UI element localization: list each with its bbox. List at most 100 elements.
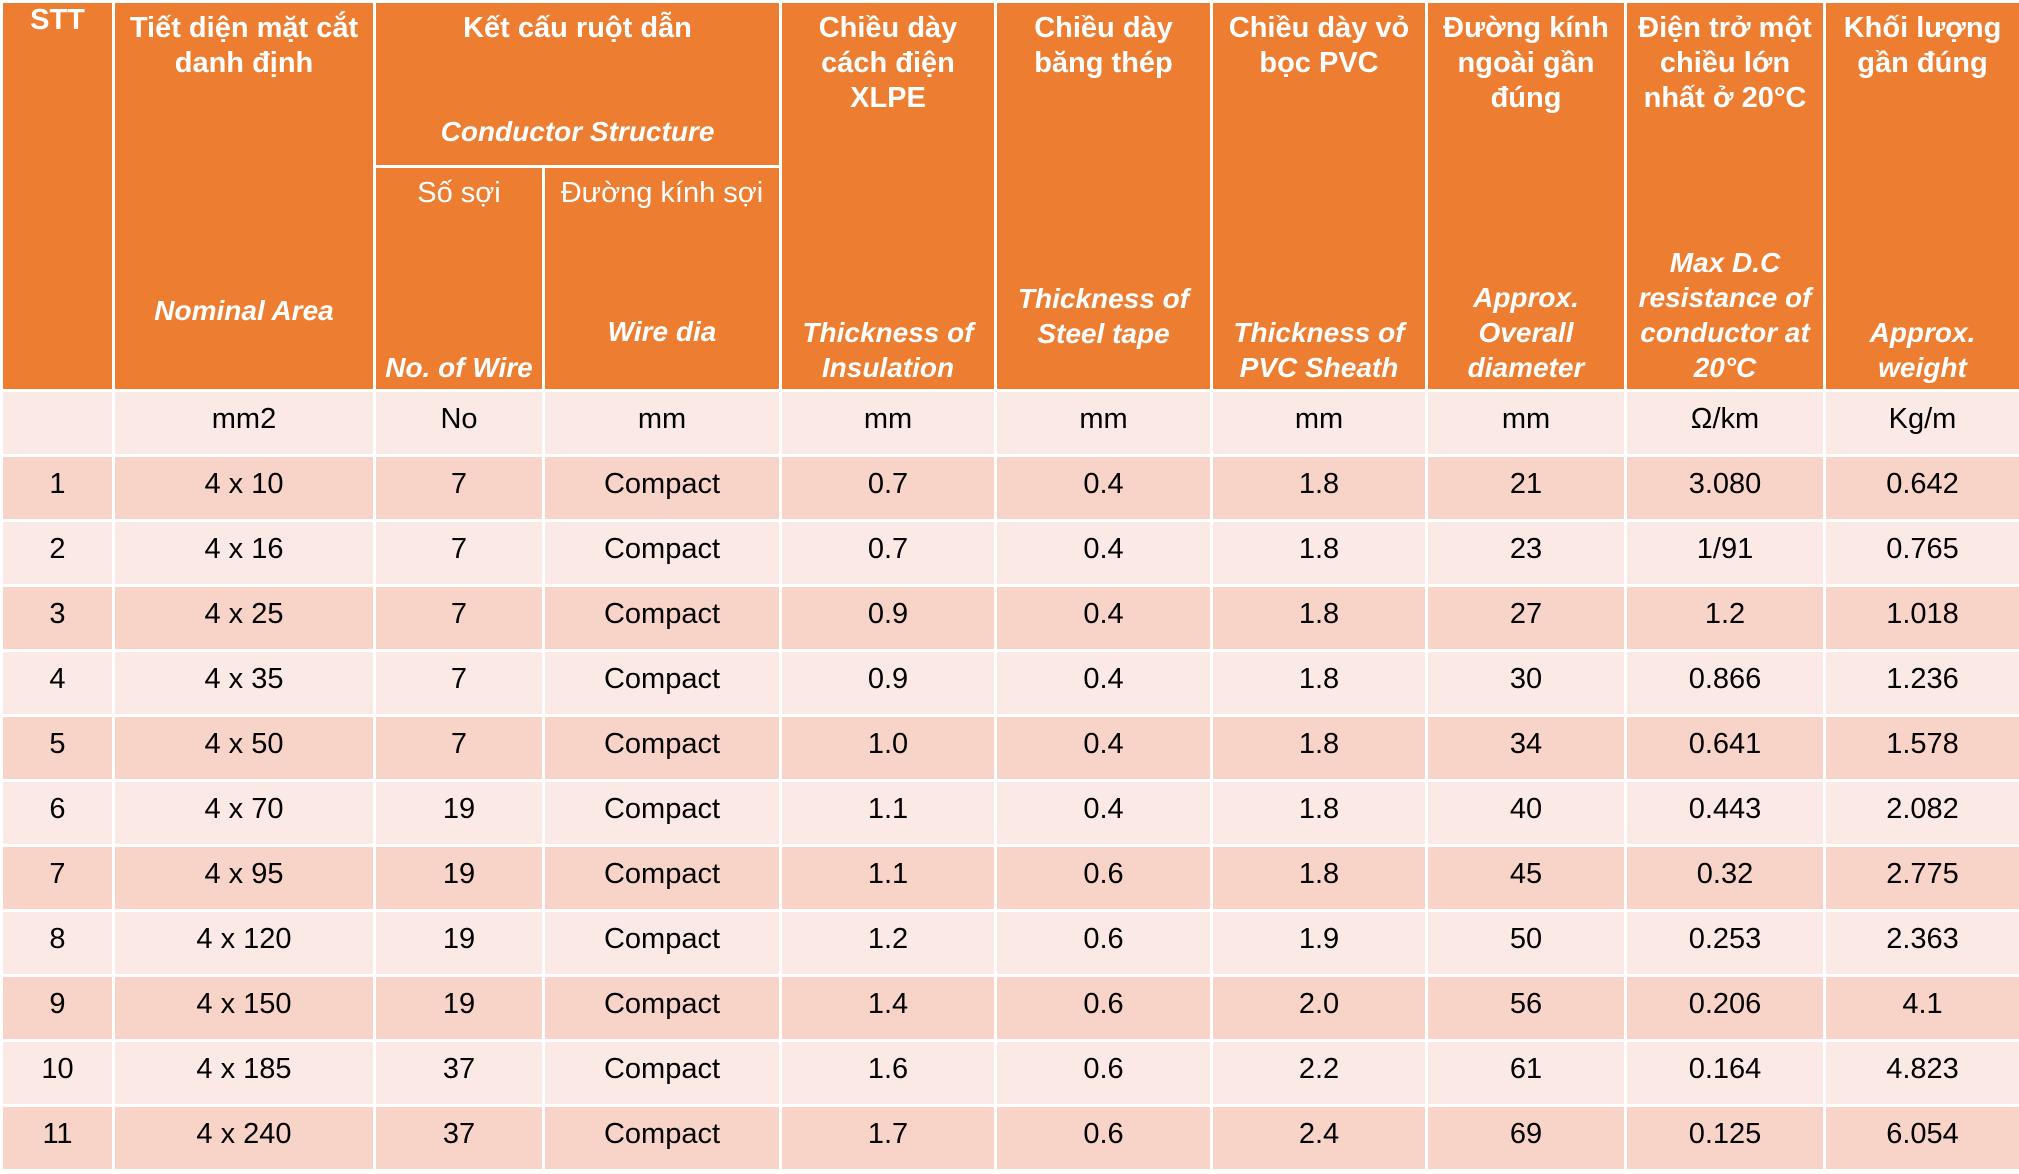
cell-overall-diameter: 50 [1425, 909, 1627, 977]
cell-steel-tape: 0.6 [994, 844, 1213, 912]
header-steel-tape: Chiều dày băng thép Thickness of Steel t… [994, 0, 1213, 392]
cell-nominal-area: 4 x 185 [112, 1039, 376, 1107]
unit-cell [0, 389, 115, 457]
cell-stt: 11 [0, 1104, 115, 1172]
unit-cell: mm [994, 389, 1213, 457]
cell-nominal-area: 4 x 10 [112, 454, 376, 522]
cell-wire-count: 19 [373, 779, 545, 847]
header-insulation: Chiều dày cách điện XLPE Thickness of In… [779, 0, 997, 392]
cell-overall-diameter: 69 [1425, 1104, 1627, 1172]
cell-insulation: 1.0 [779, 714, 997, 782]
header-dc-resistance-en: Max D.C resistance of conductor at 20°C [1638, 247, 1812, 383]
cell-nominal-area: 4 x 50 [112, 714, 376, 782]
cell-steel-tape: 0.6 [994, 1039, 1213, 1107]
header-pvc-sheath: Chiều dày vỏ bọc PVC Thickness of PVC Sh… [1210, 0, 1428, 392]
cell-steel-tape: 0.4 [994, 519, 1213, 587]
cell-wire-dia: Compact [542, 519, 782, 587]
unit-cell: mm2 [112, 389, 376, 457]
cell-dc-resistance: 0.32 [1624, 844, 1826, 912]
cell-wire-dia: Compact [542, 1104, 782, 1172]
cell-overall-diameter: 23 [1425, 519, 1627, 587]
cell-dc-resistance: 0.253 [1624, 909, 1826, 977]
cell-steel-tape: 0.6 [994, 974, 1213, 1042]
cell-insulation: 1.2 [779, 909, 997, 977]
cell-weight: 2.775 [1823, 844, 2019, 912]
header-pvc-sheath-en: Thickness of PVC Sheath [1233, 317, 1405, 383]
cell-dc-resistance: 0.443 [1624, 779, 1826, 847]
cell-weight: 6.054 [1823, 1104, 2019, 1172]
cell-stt: 9 [0, 974, 115, 1042]
header-weight: Khối lượng gần đúng Approx. weight [1823, 0, 2019, 392]
cell-nominal-area: 4 x 240 [112, 1104, 376, 1172]
cell-steel-tape: 0.4 [994, 649, 1213, 717]
cell-wire-dia: Compact [542, 584, 782, 652]
cell-dc-resistance: 0.164 [1624, 1039, 1826, 1107]
cell-stt: 10 [0, 1039, 115, 1107]
units-row: mm2 No mm mm mm mm mm Ω/km Kg/m [0, 389, 2019, 457]
cell-wire-dia: Compact [542, 844, 782, 912]
cell-pvc-sheath: 1.8 [1210, 454, 1428, 522]
cell-wire-count: 7 [373, 584, 545, 652]
header-pvc-sheath-vi: Chiều dày vỏ bọc PVC [1228, 12, 1410, 79]
header-nominal-area-vi: Tiết diện mặt cắt danh định [129, 12, 359, 79]
cell-overall-diameter: 40 [1425, 779, 1627, 847]
cell-weight: 0.642 [1823, 454, 2019, 522]
cell-wire-dia: Compact [542, 909, 782, 977]
cell-weight: 2.082 [1823, 779, 2019, 847]
cell-insulation: 1.4 [779, 974, 997, 1042]
cell-pvc-sheath: 1.9 [1210, 909, 1428, 977]
cell-nominal-area: 4 x 95 [112, 844, 376, 912]
header-dc-resistance: Điện trở một chiều lớn nhất ở 20°C Max D… [1624, 0, 1826, 392]
cell-wire-count: 19 [373, 909, 545, 977]
table-header: STT Tiết diện mặt cắt danh định Nominal … [0, 0, 2019, 392]
cell-stt: 1 [0, 454, 115, 522]
unit-cell: mm [779, 389, 997, 457]
cell-wire-count: 7 [373, 649, 545, 717]
cell-weight: 4.823 [1823, 1039, 2019, 1107]
cell-nominal-area: 4 x 25 [112, 584, 376, 652]
cell-nominal-area: 4 x 150 [112, 974, 376, 1042]
cell-steel-tape: 0.4 [994, 714, 1213, 782]
cell-overall-diameter: 61 [1425, 1039, 1627, 1107]
cell-pvc-sheath: 1.8 [1210, 779, 1428, 847]
cell-nominal-area: 4 x 70 [112, 779, 376, 847]
cell-dc-resistance: 0.866 [1624, 649, 1826, 717]
cell-stt: 5 [0, 714, 115, 782]
cell-steel-tape: 0.4 [994, 779, 1213, 847]
cell-dc-resistance: 3.080 [1624, 454, 1826, 522]
cell-wire-count: 7 [373, 714, 545, 782]
cell-insulation: 1.7 [779, 1104, 997, 1172]
cell-wire-dia: Compact [542, 714, 782, 782]
cell-steel-tape: 0.6 [994, 1104, 1213, 1172]
header-overall-diameter-vi: Đường kính ngoài gần đúng [1443, 12, 1609, 114]
cell-nominal-area: 4 x 35 [112, 649, 376, 717]
cell-weight: 2.363 [1823, 909, 2019, 977]
header-overall-diameter: Đường kính ngoài gần đúng Approx. Overal… [1425, 0, 1627, 392]
cell-insulation: 1.6 [779, 1039, 997, 1107]
cell-wire-count: 37 [373, 1039, 545, 1107]
table-row: 10 4 x 185 37 Compact 1.6 0.6 2.2 61 0.164 4.823 [0, 1039, 2019, 1107]
cell-nominal-area: 4 x 16 [112, 519, 376, 587]
header-wire-dia: Đường kính sợi Wire dia [542, 165, 782, 392]
cell-wire-count: 7 [373, 454, 545, 522]
header-conductor-structure-en: Conductor Structure [440, 116, 715, 147]
cell-weight: 1.578 [1823, 714, 2019, 782]
cell-stt: 8 [0, 909, 115, 977]
header-conductor-structure-vi: Kết cấu ruột dẫn [463, 12, 692, 44]
cell-overall-diameter: 27 [1425, 584, 1627, 652]
unit-cell: mm [542, 389, 782, 457]
cell-overall-diameter: 56 [1425, 974, 1627, 1042]
cell-dc-resistance: 1/91 [1624, 519, 1826, 587]
cell-steel-tape: 0.4 [994, 584, 1213, 652]
header-weight-en: Approx. weight [1869, 317, 1976, 383]
header-steel-tape-en: Thickness of Steel tape [1017, 283, 1190, 349]
